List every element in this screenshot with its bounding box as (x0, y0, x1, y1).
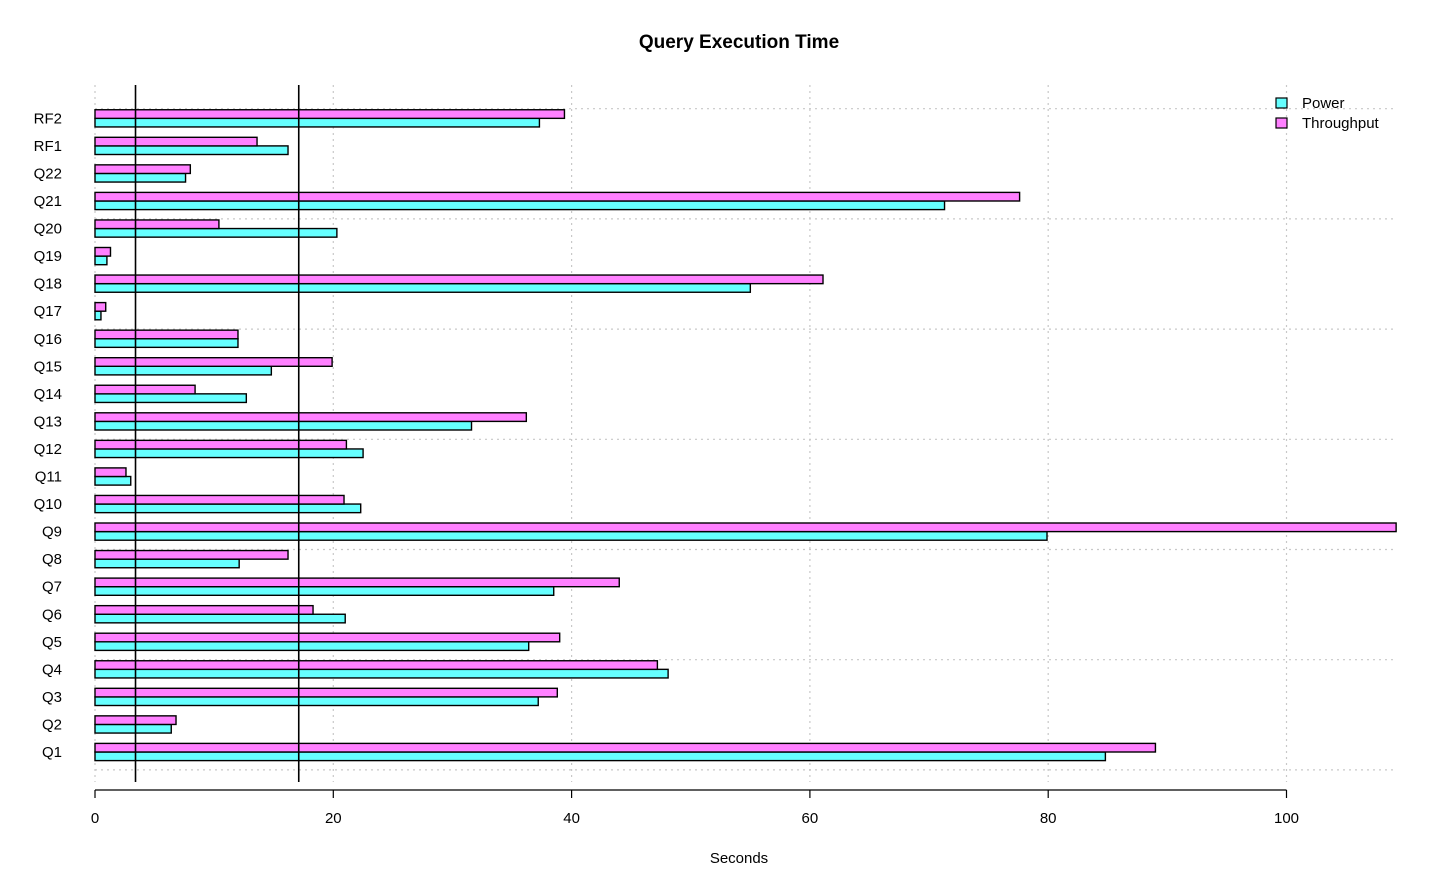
bar-throughput-q5 (94, 632, 561, 643)
x-tick-label: 0 (91, 810, 99, 827)
bar-power-q20 (94, 227, 338, 238)
bar-throughput-q14 (94, 384, 196, 395)
category-label: Q12 (34, 441, 62, 458)
category-label: Q15 (34, 358, 62, 375)
bar-throughput-q1 (94, 742, 1157, 753)
bar-throughput-q20 (94, 219, 220, 230)
category-label: Q10 (34, 496, 62, 513)
bar-power-q17 (94, 310, 102, 321)
x-axis-label: Seconds (710, 850, 768, 867)
x-tick-label: 80 (1040, 810, 1057, 827)
bar-power-q11 (94, 475, 132, 486)
bar-throughput-q7 (94, 577, 620, 588)
bar-power-q21 (94, 200, 946, 211)
legend-swatch-throughput (1275, 117, 1288, 129)
category-label: Q22 (34, 165, 62, 182)
bar-throughput-q19 (94, 246, 112, 257)
bar-throughput-q15 (94, 357, 333, 368)
bar-power-q7 (94, 586, 555, 597)
category-label: Q7 (42, 579, 62, 596)
x-tick-label: 100 (1274, 810, 1299, 827)
category-label: Q18 (34, 276, 62, 293)
category-label: Q9 (42, 524, 62, 541)
x-tick-label: 40 (563, 810, 580, 827)
bar-power-q4 (94, 668, 669, 679)
category-label: Q11 (35, 469, 62, 486)
legend-label-throughput: Throughput (1302, 115, 1380, 132)
grid-lines (94, 85, 1396, 782)
category-label: Q2 (42, 716, 62, 733)
bar-power-q13 (94, 420, 473, 431)
bar-throughput-q21 (94, 191, 1021, 202)
bar-throughput-q8 (94, 549, 289, 560)
bar-power-q18 (94, 282, 752, 293)
category-labels: Q1 Q2 Q3 Q4 Q5 Q6 Q7 Q8 Q9 Q10 Q11 Q12 Q13 Q14 Q15 Q16 Q… (34, 110, 62, 761)
category-label: RF1 (34, 138, 62, 155)
legend: Power Throughput (1275, 95, 1380, 132)
bar-throughput-q16 (94, 329, 239, 340)
category-label: RF2 (34, 110, 62, 127)
bar-throughput-rf1 (94, 136, 258, 147)
legend-label-power: Power (1302, 95, 1345, 112)
bar-throughput-q17 (94, 301, 107, 312)
category-label: Q4 (42, 661, 62, 678)
x-axis: 0 20 40 60 80 100 (91, 789, 1299, 827)
category-label: Q1 (42, 744, 62, 761)
category-label: Q14 (34, 386, 62, 403)
category-label: Q6 (42, 606, 62, 623)
category-label: Q17 (34, 303, 62, 320)
bar-throughput-q6 (94, 604, 314, 615)
category-label: Q3 (42, 689, 62, 706)
bar-throughput-q9 (94, 522, 1397, 533)
bar-throughput-q13 (94, 412, 528, 423)
bar-power-q2 (94, 723, 172, 734)
chart-title: Query Execution Time (639, 32, 839, 53)
legend-swatch-power (1275, 97, 1288, 109)
bar-throughput-rf2 (94, 109, 566, 120)
category-label: Q13 (34, 413, 62, 430)
bar-throughput-q4 (94, 660, 659, 671)
bar-power-q15 (94, 365, 273, 376)
bar-power-rf1 (94, 145, 289, 156)
bar-power-q6 (94, 613, 346, 624)
bar-power-q8 (94, 558, 240, 569)
x-tick-label: 60 (802, 810, 819, 827)
bar-throughput-q18 (94, 274, 824, 285)
bar-throughput-q3 (94, 687, 559, 698)
bar-power-q3 (94, 696, 539, 707)
category-label: Q16 (34, 331, 62, 348)
category-label: Q5 (42, 634, 62, 651)
bar-power-q5 (94, 641, 530, 652)
bar-power-q9 (94, 530, 1048, 541)
x-tick-label: 20 (325, 810, 342, 827)
category-label: Q8 (42, 551, 62, 568)
bar-throughput-q12 (94, 439, 348, 450)
category-label: Q20 (34, 221, 62, 238)
category-label: Q21 (34, 193, 62, 210)
bar-power-q1 (94, 751, 1107, 762)
bar-throughput-q22 (94, 164, 192, 175)
category-label: Q19 (34, 248, 62, 265)
bar-throughput-q11 (94, 467, 127, 478)
bar-power-q22 (94, 172, 187, 183)
bar-power-q19 (94, 255, 108, 266)
bar-power-q16 (94, 338, 239, 349)
bar-throughput-q10 (94, 494, 345, 505)
reference-lines (134, 85, 300, 782)
bar-power-rf2 (94, 117, 541, 128)
bars (94, 109, 1397, 762)
bar-power-q14 (94, 393, 248, 404)
